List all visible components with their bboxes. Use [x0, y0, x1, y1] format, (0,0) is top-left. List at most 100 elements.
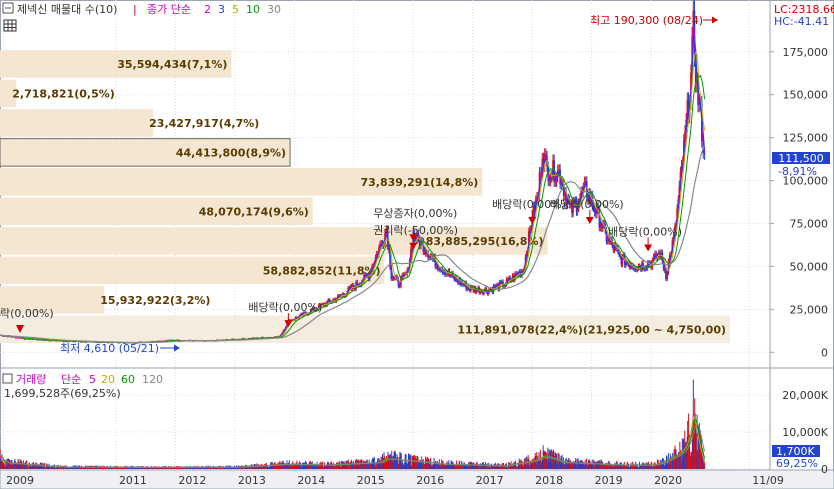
volume-bar — [118, 466, 120, 469]
x-tick-label: 2015 — [357, 474, 385, 487]
chart-header: 제넥신 매물대 수(10) | 종가 단순 2 3 5 10 30 — [2, 2, 281, 32]
volume-bar — [546, 459, 548, 469]
volume-bar — [486, 463, 488, 469]
volume-bar — [695, 426, 697, 469]
ma-period-30[interactable]: 30 — [267, 3, 281, 16]
volume-bar — [580, 461, 582, 469]
event-arrow-icon — [528, 217, 537, 225]
volume-axis: 20,000K 10,000K 0 — [782, 389, 828, 476]
ma-period-10[interactable]: 10 — [246, 3, 260, 16]
volume-collapse-icon[interactable] — [2, 373, 13, 384]
volume-bar — [449, 464, 451, 469]
volume-tick-label: 10,000K — [782, 426, 828, 439]
volume-bar — [91, 466, 93, 469]
volume-ma-period-5[interactable]: 5 — [89, 373, 96, 386]
volume-bar — [145, 467, 147, 469]
volume-bar — [666, 456, 668, 469]
volume-bar — [275, 464, 277, 469]
volume-bar — [559, 458, 561, 469]
volume-bar — [324, 462, 326, 469]
volume-bar — [108, 466, 110, 469]
ma-label[interactable]: 종가 단순 — [147, 3, 191, 16]
moving-average-line — [0, 144, 706, 344]
volume-bar — [535, 455, 537, 469]
volume-bar — [273, 462, 275, 469]
x-tick-label: 2016 — [416, 474, 444, 487]
event-label: 배당락(0,00%) — [492, 198, 566, 211]
volume-bar — [277, 462, 279, 469]
volume-bar — [37, 464, 39, 469]
volume-profile-bar — [0, 315, 730, 344]
volume-bar — [537, 455, 539, 469]
volume-bar — [152, 466, 154, 469]
volume-bar — [562, 457, 564, 469]
indicator-title[interactable]: 제넥신 매물대 수(10) — [17, 3, 117, 16]
high-label: 최고 190,300 (08/24) — [590, 14, 703, 27]
volume-ma-period-60[interactable]: 60 — [121, 373, 135, 386]
event-arrow-icon — [644, 244, 653, 252]
grid-table-icon[interactable] — [3, 19, 17, 32]
volume-title[interactable]: 거래량 — [16, 373, 46, 386]
volume-bar — [624, 464, 626, 469]
volume-profile-label: 15,932,922(3,2%) — [100, 294, 210, 307]
volume-bar — [606, 463, 608, 469]
event-label: 권리락(-50,00%) — [373, 224, 458, 237]
volume-bar — [205, 466, 207, 469]
ma-period-5[interactable]: 5 — [232, 3, 239, 16]
current-volume: 1,700K — [776, 445, 815, 458]
volume-bar — [525, 457, 527, 469]
volume-bar — [454, 463, 456, 469]
volume-profile-label: 44,413,800(8,9%) — [176, 146, 286, 159]
volume-bar — [415, 456, 417, 469]
volume-bar — [515, 462, 517, 469]
volume-bar — [699, 430, 701, 469]
volume-ma-label[interactable]: 단순 — [61, 373, 81, 386]
volume-bar — [575, 458, 577, 469]
volume-bar — [468, 461, 470, 469]
volume-bar — [33, 463, 35, 469]
volume-tick-label: 20,000K — [782, 389, 828, 402]
volume-bar — [357, 460, 359, 469]
volume-bar — [375, 462, 377, 469]
volume-ma-period-20[interactable]: 20 — [101, 373, 115, 386]
volume-profile-bar — [0, 138, 291, 167]
volume-bar — [622, 463, 624, 469]
volume-bar — [603, 464, 605, 469]
volume-profile-label: 58,882,852(11,8%) — [263, 264, 381, 277]
volume-bar — [614, 462, 616, 469]
x-tick-label: 2018 — [535, 474, 563, 487]
volume-bar — [576, 458, 578, 469]
volume-bar — [526, 458, 528, 469]
volume-bar — [570, 461, 572, 469]
volume-profile-bar — [0, 197, 313, 226]
volume-bar — [586, 462, 588, 469]
volume-bar — [551, 449, 553, 469]
volume-header: 거래량 단순 5 20 60 120 1,699,528주(69,25%) — [2, 373, 163, 400]
volume-bar — [331, 462, 333, 469]
volume-bar — [528, 460, 530, 469]
last-volume: 1,699,528주(69,25%) — [4, 387, 121, 400]
ma-period-2[interactable]: 2 — [204, 3, 211, 16]
volume-bar — [663, 458, 665, 469]
volume-bar — [478, 463, 480, 469]
current-change: -8,91% — [778, 165, 817, 178]
volume-bar — [473, 462, 475, 469]
volume-bar — [53, 466, 55, 469]
volume-bar — [670, 456, 672, 469]
volume-bar — [611, 464, 613, 469]
volume-bar — [36, 463, 38, 469]
volume-bar — [2, 456, 4, 469]
x-tick-label: 2020 — [654, 474, 682, 487]
volume-bar — [481, 463, 483, 469]
event-label: 무상증자(0,00%) — [373, 207, 457, 220]
volume-ma-period-120[interactable]: 120 — [142, 373, 163, 386]
price-tick-label: 75,000 — [790, 217, 829, 230]
volume-bar — [491, 463, 493, 469]
volume-bar — [351, 462, 353, 469]
volume-ma-line — [0, 424, 706, 468]
volume-bar — [64, 466, 66, 469]
volume-bar — [495, 464, 497, 469]
high-arrow-icon — [712, 16, 718, 24]
volume-bar — [689, 434, 691, 469]
ma-period-3[interactable]: 3 — [218, 3, 225, 16]
